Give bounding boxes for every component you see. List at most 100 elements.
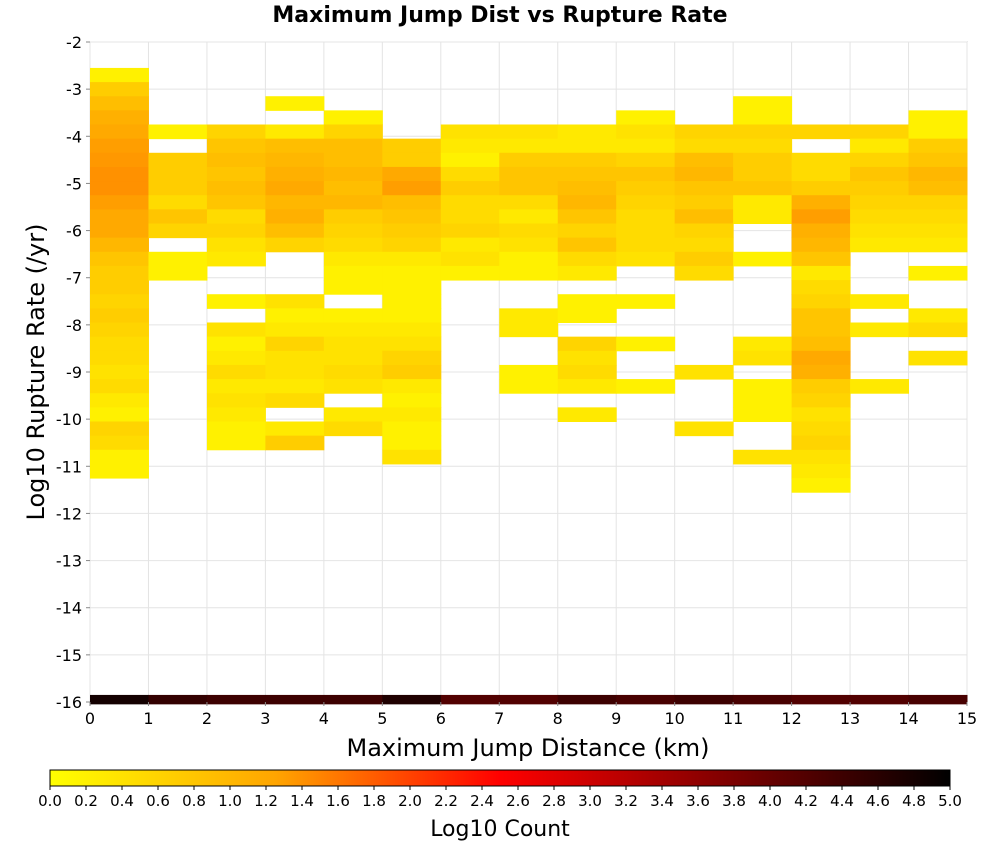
y-tick-label: -3	[66, 80, 82, 99]
heatmap-cell	[557, 195, 617, 210]
heatmap-cell	[90, 124, 149, 140]
heatmap-cell	[733, 407, 793, 422]
heatmap-cell	[265, 237, 325, 253]
heatmap-cell	[616, 336, 676, 352]
y-tick-label: -16	[56, 693, 82, 712]
heatmap-cell	[265, 364, 325, 380]
heatmap-cell	[323, 265, 383, 281]
heatmap-cell	[908, 209, 968, 224]
heatmap-cell	[850, 379, 910, 394]
heatmap-cell	[323, 421, 383, 437]
heatmap-cell	[850, 181, 910, 196]
heatmap-cell	[791, 265, 851, 281]
heatmap-cell	[323, 280, 383, 295]
heatmap-cell	[90, 407, 149, 422]
heatmap-cell	[382, 166, 442, 182]
heatmap-cell	[265, 336, 325, 352]
heatmap-cell	[791, 478, 851, 493]
colorbar-tick-label: 1.2	[254, 792, 278, 810]
heatmap-cell	[90, 251, 149, 267]
heatmap-cell	[499, 223, 559, 239]
heatmap-cell	[733, 181, 793, 196]
heatmap-cell	[265, 181, 325, 196]
heatmap-cell	[499, 364, 559, 380]
heatmap-cell	[382, 336, 442, 352]
heatmap-cell	[557, 294, 617, 309]
heatmap-cell	[323, 350, 383, 366]
heatmap-cell	[557, 265, 617, 281]
heatmap-cell	[791, 364, 851, 380]
heatmap-cell	[674, 209, 734, 224]
colorbar-tick-label: 4.4	[830, 792, 854, 810]
baseline-cell	[323, 694, 383, 705]
x-tick-label: 13	[840, 709, 860, 728]
heatmap-cell	[90, 435, 149, 451]
heatmap-cell	[90, 82, 149, 97]
colorbar-tick-label: 0.8	[182, 792, 206, 810]
baseline-row	[90, 694, 968, 705]
y-tick-label: -7	[66, 269, 82, 288]
heatmap-cell	[206, 350, 266, 366]
heatmap-cell	[206, 379, 266, 394]
heatmap-cell	[265, 393, 325, 408]
heatmap-cell	[265, 435, 325, 451]
colorbar-tick-label: 2.8	[542, 792, 566, 810]
heatmap-cell	[733, 336, 793, 352]
heatmap-cell	[206, 195, 266, 210]
heatmap-cell	[440, 223, 500, 239]
heatmap-cell	[382, 138, 442, 154]
heatmap-cell	[733, 152, 793, 168]
heatmap-cell	[733, 110, 793, 125]
heatmap-cell	[382, 322, 442, 338]
heatmap-cell	[206, 435, 266, 451]
heatmap-cell	[323, 364, 383, 380]
heatmap-cell	[791, 322, 851, 338]
heatmap-cell	[850, 223, 910, 239]
heatmap-cell	[206, 166, 266, 182]
heatmap-cell	[323, 223, 383, 239]
heatmap-cell	[90, 294, 149, 309]
heatmap-cell	[791, 223, 851, 239]
y-tick-label: -13	[56, 552, 82, 571]
heatmap-cell	[733, 350, 793, 366]
heatmap-cell	[791, 152, 851, 168]
heatmap-cell	[206, 251, 266, 267]
heatmap-cell	[499, 195, 559, 210]
heatmap-cell	[323, 251, 383, 267]
heatmap-cell	[206, 407, 266, 422]
heatmap-cell	[499, 237, 559, 253]
heatmap-cell	[148, 181, 208, 196]
heatmap-cell	[557, 237, 617, 253]
heatmap-cell	[206, 181, 266, 196]
heatmap-cell	[616, 195, 676, 210]
heatmap-cell	[499, 322, 559, 338]
y-tick-label: -4	[66, 127, 82, 146]
heatmap-cell	[850, 322, 910, 338]
heatmap-cell	[323, 407, 383, 422]
heatmap-cell	[323, 124, 383, 140]
heatmap-cell	[323, 195, 383, 210]
heatmap-cell	[908, 265, 968, 281]
heatmap-cell	[499, 152, 559, 168]
heatmap-cell	[382, 350, 442, 366]
heatmap-cell	[440, 251, 500, 267]
heatmap-cell	[323, 209, 383, 224]
heatmap-cell	[733, 393, 793, 408]
heatmap-cell	[616, 110, 676, 125]
baseline-cell	[791, 694, 851, 705]
y-tick-label: -11	[56, 457, 82, 476]
heatmap-cell	[265, 209, 325, 224]
heatmap-cell	[850, 294, 910, 309]
heatmap-cell	[733, 251, 793, 267]
heatmap-cell	[557, 152, 617, 168]
heatmap-cell	[850, 124, 910, 140]
heatmap-cell	[265, 124, 325, 140]
heatmap-cell	[616, 209, 676, 224]
heatmap-cell	[499, 124, 559, 140]
heatmap-cell	[908, 110, 968, 125]
heatmap-cell	[90, 181, 149, 196]
heatmap-cell	[265, 195, 325, 210]
colorbar-tick-label: 2.6	[506, 792, 530, 810]
y-axis-ticks: -16 -15 -14 -13 -12 -11 -10 -9 -8 -7 -6 -5 -4 -3 -2	[56, 33, 90, 712]
